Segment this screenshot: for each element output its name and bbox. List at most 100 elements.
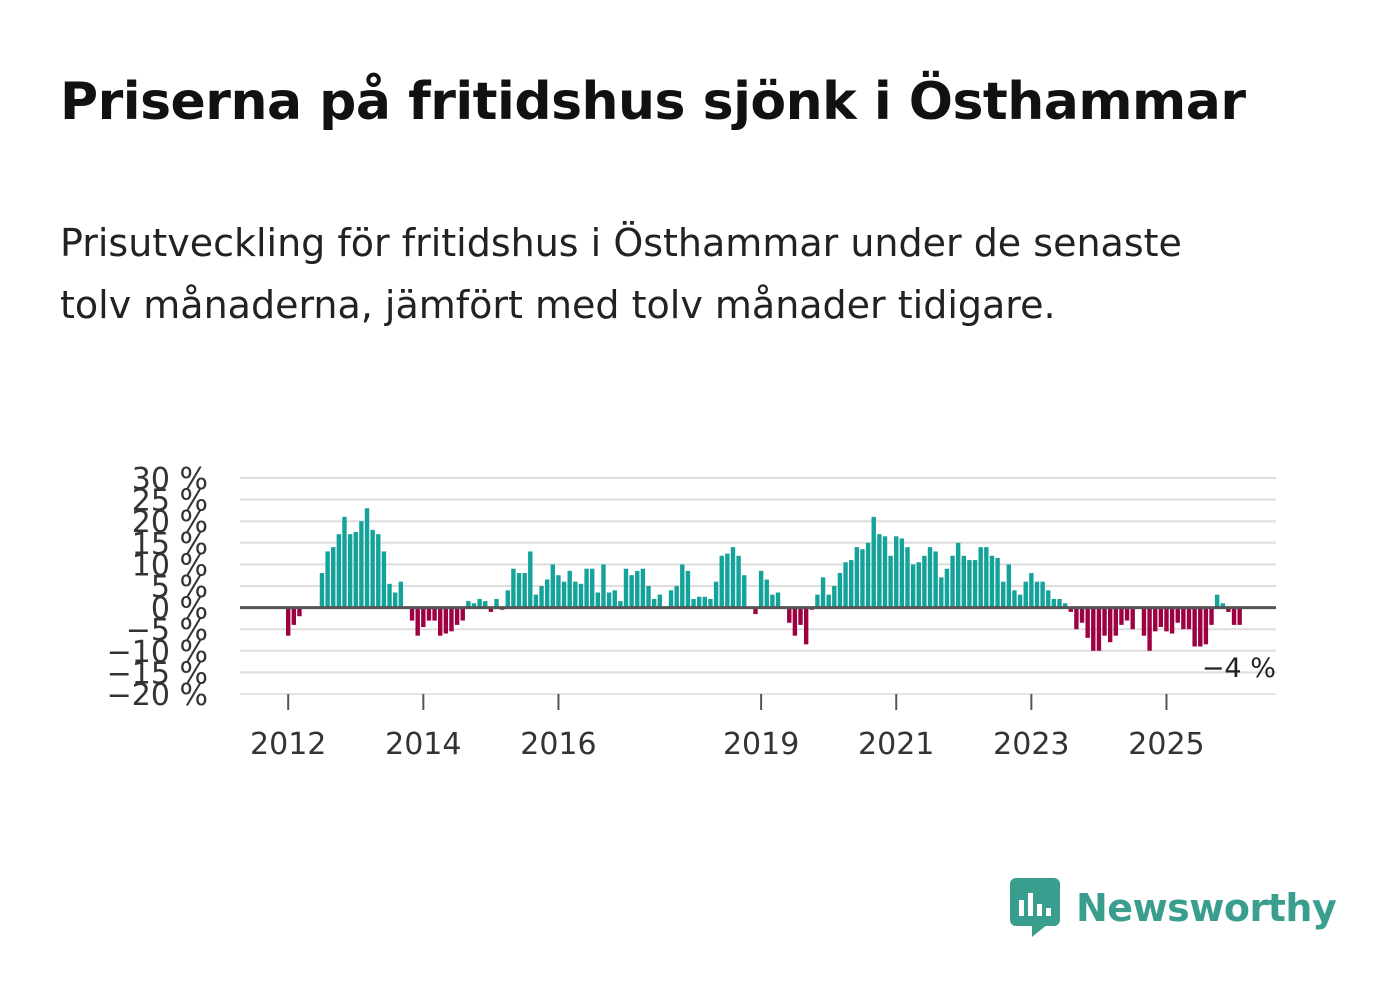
bar	[505, 590, 510, 608]
bar	[325, 551, 330, 608]
bar	[646, 586, 651, 608]
y-tick-label: −15 %	[107, 656, 208, 691]
bar	[668, 590, 674, 608]
bar	[1091, 607, 1096, 651]
bar	[1237, 607, 1242, 625]
bar	[539, 586, 544, 608]
y-tick-label: 10 %	[132, 548, 208, 583]
bar	[950, 555, 955, 608]
bar	[1169, 607, 1175, 634]
y-tick-label: 15 %	[132, 527, 208, 562]
bar	[719, 555, 724, 608]
bar	[967, 560, 972, 608]
bar	[792, 607, 798, 636]
bar	[1186, 607, 1192, 630]
bar	[336, 534, 342, 608]
bar	[753, 607, 758, 615]
bar	[353, 532, 358, 608]
bar	[905, 547, 910, 608]
bar	[635, 570, 640, 608]
bar	[347, 534, 353, 608]
bar	[612, 590, 617, 608]
bar	[837, 573, 843, 608]
bar	[342, 516, 347, 608]
bar	[1153, 607, 1158, 632]
bar	[449, 607, 454, 632]
bar	[590, 568, 595, 608]
bar	[1096, 607, 1102, 651]
bar	[1006, 564, 1012, 608]
bar	[1214, 594, 1220, 608]
bar	[550, 564, 556, 608]
bar	[1113, 607, 1119, 636]
x-tick-label: 2019	[723, 727, 799, 762]
bar	[775, 592, 781, 608]
bar	[1012, 590, 1017, 608]
bar	[736, 555, 741, 608]
newsworthy-logo[interactable]: Newsworthy	[1010, 878, 1337, 938]
y-tick-label: 25 %	[132, 484, 208, 519]
bar	[657, 594, 662, 608]
bar	[640, 568, 646, 608]
bar	[319, 573, 325, 608]
bar	[696, 596, 702, 608]
bar	[972, 560, 978, 608]
bar	[933, 551, 938, 608]
bar	[522, 573, 527, 608]
bar	[916, 562, 921, 608]
bar	[533, 594, 539, 608]
bar	[1017, 594, 1023, 608]
y-tick-label: −20 %	[107, 678, 208, 713]
bar	[955, 542, 961, 608]
bar	[438, 607, 443, 636]
bar	[618, 601, 623, 608]
y-tick-label: 5 %	[151, 570, 208, 605]
bar	[432, 607, 437, 621]
bar	[871, 516, 876, 608]
bar	[854, 547, 860, 608]
x-tick-label: 2016	[520, 727, 596, 762]
brand-name: Newsworthy	[1076, 886, 1337, 930]
bar	[995, 557, 1000, 608]
bar	[651, 598, 657, 608]
bar	[1057, 598, 1062, 608]
bar	[297, 607, 302, 617]
chart-title: Priserna på fritidshus sjönk i Östhammar	[60, 72, 1246, 132]
bar	[1034, 581, 1040, 608]
bar	[680, 564, 685, 608]
bar	[820, 577, 826, 608]
bar	[286, 607, 291, 636]
bar-series	[286, 508, 1242, 651]
bar	[832, 586, 837, 608]
bar	[466, 601, 471, 608]
bar	[421, 607, 426, 628]
bar	[1046, 590, 1051, 608]
bar	[978, 547, 983, 608]
bar	[494, 598, 499, 608]
bar	[1062, 603, 1068, 608]
bar	[1068, 607, 1073, 612]
bar-chart: 30 %25 %20 %15 %10 %5 %0 %−5 %−10 %−15 %…	[107, 462, 1276, 762]
y-tick-label: −10 %	[107, 635, 208, 670]
bar	[803, 607, 809, 645]
bar	[561, 581, 567, 608]
bar	[488, 607, 494, 612]
bar	[865, 542, 871, 608]
bar	[573, 581, 578, 608]
bar	[877, 534, 882, 608]
bar	[843, 562, 848, 608]
bar	[961, 555, 966, 608]
bar	[1147, 607, 1152, 651]
x-axis-labels: 2012 2014 2016 2019 2021 2023 2025	[250, 727, 1205, 762]
bar	[702, 596, 708, 608]
bar	[629, 575, 634, 608]
bar	[528, 551, 533, 608]
bar	[511, 568, 516, 608]
bar	[708, 598, 713, 608]
x-tick-label: 2025	[1128, 727, 1204, 762]
bar	[1130, 607, 1135, 630]
bar	[376, 534, 381, 608]
bar	[415, 607, 420, 636]
bar	[409, 607, 415, 621]
bar	[725, 553, 730, 608]
